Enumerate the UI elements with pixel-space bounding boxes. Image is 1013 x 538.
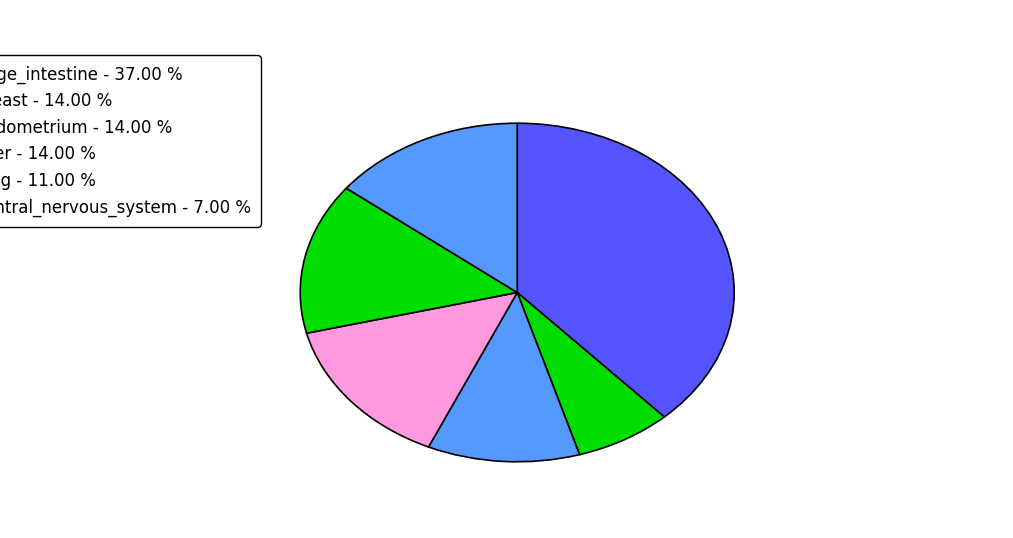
Wedge shape [307, 293, 518, 447]
Wedge shape [518, 123, 734, 417]
Wedge shape [300, 188, 518, 333]
Wedge shape [518, 293, 665, 455]
Legend: large_intestine - 37.00 %, breast - 14.00 %, endometrium - 14.00 %, liver - 14.0: large_intestine - 37.00 %, breast - 14.0… [0, 55, 260, 226]
Wedge shape [428, 293, 579, 462]
Wedge shape [346, 123, 518, 293]
